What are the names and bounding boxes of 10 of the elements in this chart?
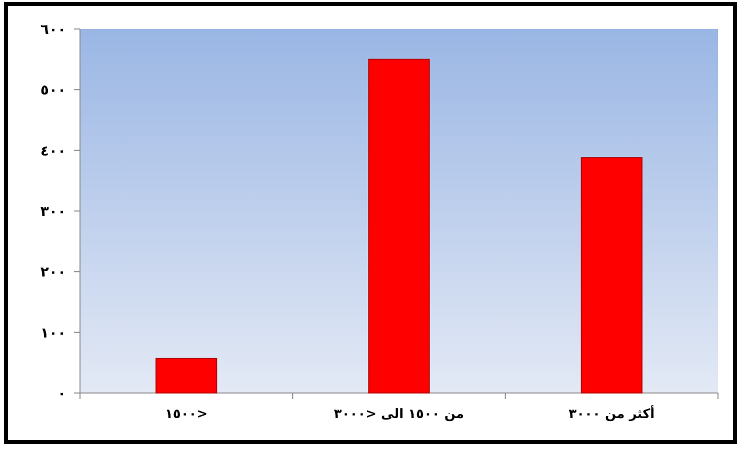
y-tick-label: ٠ xyxy=(57,386,66,402)
y-tick-label: ٥٠٠ xyxy=(40,82,66,99)
y-tick-label: ٦٠٠ xyxy=(40,22,66,38)
x-tick-label: من ١٥٠٠ الى <٣٠٠٠ xyxy=(334,407,464,422)
y-tick-label: ٣٠٠ xyxy=(40,204,66,220)
y-tick-label: ٤٠٠ xyxy=(40,143,66,160)
x-tick-label: <١٥٠٠ xyxy=(165,407,208,422)
y-tick-label: ١٠٠ xyxy=(40,325,66,342)
y-tick-label: ٢٠٠ xyxy=(40,264,66,281)
x-tick-label: أكثر من ٣٠٠٠ xyxy=(568,405,655,422)
